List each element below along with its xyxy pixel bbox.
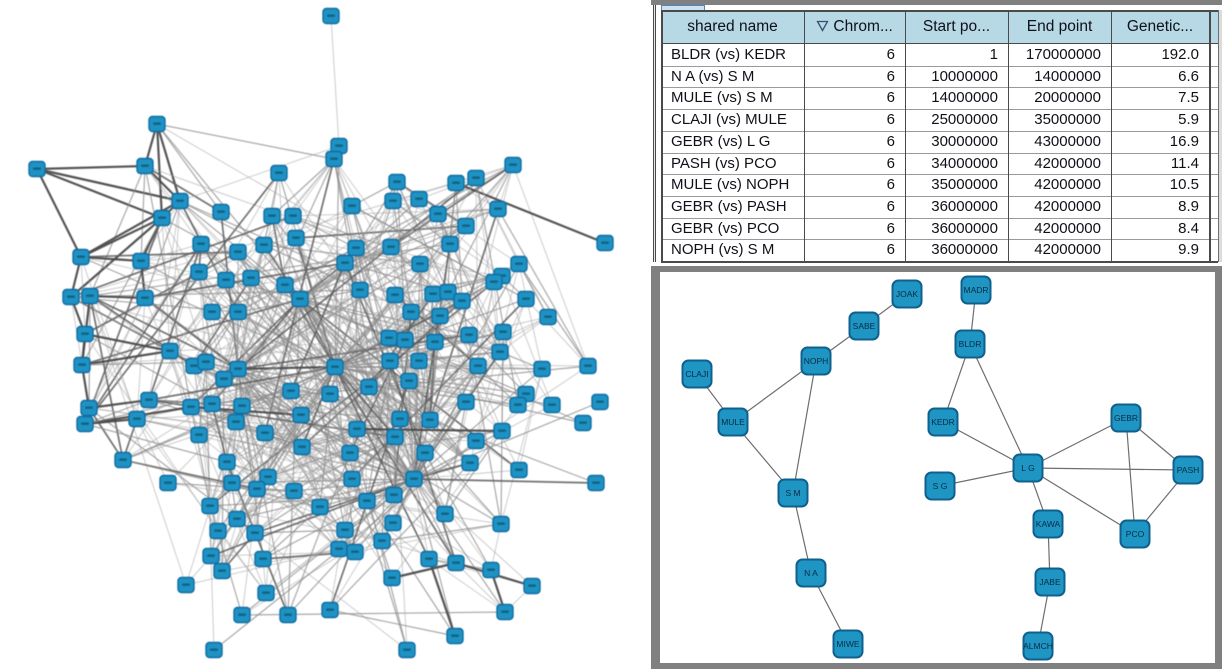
svg-text:JOAK: JOAK	[896, 289, 919, 299]
svg-text:MULE: MULE	[721, 417, 745, 427]
svg-text:KEDR: KEDR	[931, 417, 955, 427]
svg-text:GEBR: GEBR	[1114, 413, 1138, 423]
svg-text:CLAJI: CLAJI	[685, 369, 708, 379]
svg-text:MADR: MADR	[963, 285, 988, 295]
svg-text:L G: L G	[1021, 463, 1034, 473]
svg-text:KAWA: KAWA	[1036, 519, 1061, 529]
svg-text:S M: S M	[785, 488, 800, 498]
svg-text:MIWE: MIWE	[836, 639, 859, 649]
svg-text:PASH: PASH	[1177, 465, 1200, 475]
svg-text:NOPH: NOPH	[804, 356, 829, 366]
svg-text:N A: N A	[804, 568, 818, 578]
svg-text:ALMCH: ALMCH	[1023, 641, 1053, 651]
svg-text:PCO: PCO	[1126, 529, 1145, 539]
svg-text:S G: S G	[933, 481, 948, 491]
svg-text:BLDR: BLDR	[959, 339, 982, 349]
svg-text:SABE: SABE	[853, 321, 876, 331]
svg-text:JABE: JABE	[1039, 577, 1061, 587]
